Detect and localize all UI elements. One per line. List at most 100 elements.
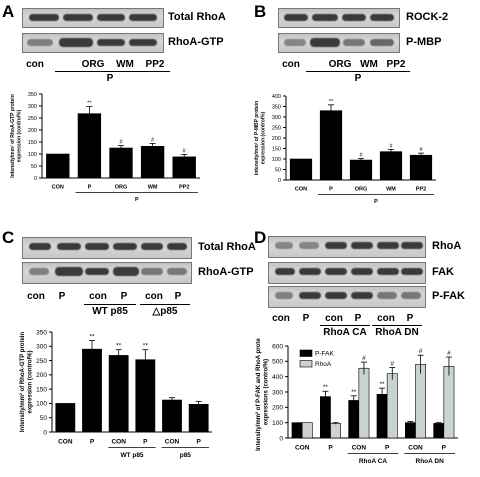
y-tick-label-d-5: 500 <box>272 359 283 366</box>
marker-b-3: # <box>389 144 393 150</box>
x-tick-label-c-2: CON <box>111 439 126 446</box>
x-tick-label-a-3: WM <box>148 185 158 191</box>
y-tick-label-c-2: 100 <box>36 401 47 408</box>
marker-b-4: # <box>419 147 423 153</box>
lane-d-1: P <box>302 313 310 324</box>
x-tick-label-c-3: P <box>143 439 148 446</box>
x-group-label-b: P <box>374 199 378 205</box>
blot-d-3-label: P-FAK <box>432 290 465 302</box>
y-tick-label-a-6: 300 <box>28 104 37 110</box>
marker-a-3: # <box>151 137 155 143</box>
panel-label-d: D <box>254 228 267 247</box>
blot-a-1-label: Total RhoA <box>168 11 226 23</box>
blot-c-1-label: Total RhoA <box>198 241 256 253</box>
chart-a: 0 50 100 150 200 250 300 350 Intensity/mm² of Rh… <box>10 92 200 203</box>
lane-d-2: con <box>325 313 343 324</box>
marker-d-s1-4: # <box>419 348 423 355</box>
y-tick-label-c-5: 250 <box>36 358 47 365</box>
group-label-d-1: RhoA CA <box>323 327 367 338</box>
bar-d-s1-4 <box>415 364 426 439</box>
y-axis-label-a: Intensity/mm² of RhoA-GTP proteinexpress… <box>10 94 23 178</box>
marker-c-2: ** <box>116 343 122 350</box>
y-tick-label-b-0: 0 <box>278 178 281 184</box>
marker-d-s0-3: ** <box>380 381 386 388</box>
bar-d-s1-2 <box>358 367 370 439</box>
blot-d-1-label: RhoA <box>432 240 462 252</box>
x-tick-label-d-3: P <box>385 445 390 452</box>
x-tick-label-a-1: P <box>88 185 92 191</box>
x-tick-label-d-1: P <box>328 445 333 452</box>
blot-b-1-label: ROCK-2 <box>406 11 449 23</box>
group-line-d-1 <box>320 325 370 326</box>
lane-b-2: WM <box>360 59 378 70</box>
blot-d-2-label: FAK <box>432 266 454 278</box>
bar-a-2 <box>109 147 133 179</box>
group-line-c-1 <box>84 304 136 305</box>
legend-label-d-1: RhoA <box>315 361 332 368</box>
marker-a-2: # <box>119 140 123 146</box>
marker-d-s1-5: # <box>447 350 451 357</box>
y-tick-label-c-6: 300 <box>36 344 47 351</box>
lane-d-4: con <box>377 313 395 324</box>
lane-d-0: con <box>272 313 290 324</box>
x-group-label-d-1: RhoA DN <box>416 458 445 465</box>
blot-c-2 <box>22 262 192 284</box>
lane-a-2: WM <box>116 59 134 70</box>
marker-d-s1-3: # <box>390 360 394 367</box>
y-tick-label-d-6: 600 <box>272 343 283 350</box>
blot-b-2 <box>278 33 400 53</box>
chart-b: 0 50 100 150 200 250 300 350 400 Intensity/mm² of… <box>254 94 436 205</box>
y-tick-label-d-0: 0 <box>279 435 283 442</box>
marker-d-s0-1: ** <box>323 384 329 391</box>
bar-b-2 <box>349 159 373 181</box>
marker-b-1: ** <box>329 99 334 105</box>
x-tick-label-b-4: PP2 <box>416 187 426 193</box>
bar-c-3 <box>135 359 156 433</box>
legend-label-d-0: P-FAK <box>315 351 334 358</box>
bar-d-s0-1 <box>320 396 331 439</box>
y-tick-label-a-7: 350 <box>28 92 37 98</box>
group-label-d-2: RhoA DN <box>375 327 419 338</box>
group-line-d-2 <box>372 325 422 326</box>
lane-c-2: con <box>89 291 107 302</box>
marker-c-1: ** <box>89 334 95 341</box>
group-line-a <box>55 71 170 72</box>
y-tick-label-c-7: 350 <box>36 329 47 336</box>
bar-c-1 <box>82 348 102 433</box>
bar-d-s1-5 <box>443 365 455 439</box>
bar-b-3 <box>379 151 403 181</box>
y-tick-label-a-2: 100 <box>28 152 37 158</box>
x-tick-label-b-3: WM <box>386 187 396 193</box>
bar-c-5 <box>188 403 209 433</box>
marker-c-3: ** <box>143 343 149 350</box>
bar-d-s1-1 <box>330 423 341 439</box>
x-tick-label-c-1: P <box>90 439 95 446</box>
lane-a-1: ORG <box>81 59 105 70</box>
y-tick-label-b-6: 300 <box>272 115 281 121</box>
x-group-label-c-0: WT p85 <box>120 452 143 459</box>
bar-b-1 <box>319 110 343 181</box>
lane-a-0: con <box>26 59 44 70</box>
x-tick-label-a-2: ORG <box>115 185 128 191</box>
blot-c-1 <box>22 237 192 259</box>
bar-c-4 <box>162 399 182 433</box>
legend-swatch-d-0 <box>299 349 313 357</box>
x-tick-label-d-2: CON <box>352 445 367 452</box>
lane-d-5: P <box>406 313 414 324</box>
y-tick-label-b-1: 50 <box>275 167 281 173</box>
x-group-label-a: P <box>135 197 139 203</box>
y-tick-label-d-3: 300 <box>272 389 283 396</box>
y-tick-label-a-3: 150 <box>28 140 37 146</box>
bar-d-s0-3 <box>376 393 388 439</box>
y-tick-label-b-7: 350 <box>272 104 281 110</box>
x-group-label-d-0: RhoA CA <box>359 458 388 465</box>
bar-c-0 <box>55 403 76 433</box>
bar-d-s0-0 <box>291 422 303 439</box>
y-tick-label-d-2: 200 <box>272 405 283 412</box>
x-tick-label-c-5: P <box>196 439 201 446</box>
blot-a-2-label: RhoA-GTP <box>168 36 224 48</box>
x-tick-label-b-0: CON <box>295 187 307 193</box>
lane-a-3: PP2 <box>145 59 165 70</box>
